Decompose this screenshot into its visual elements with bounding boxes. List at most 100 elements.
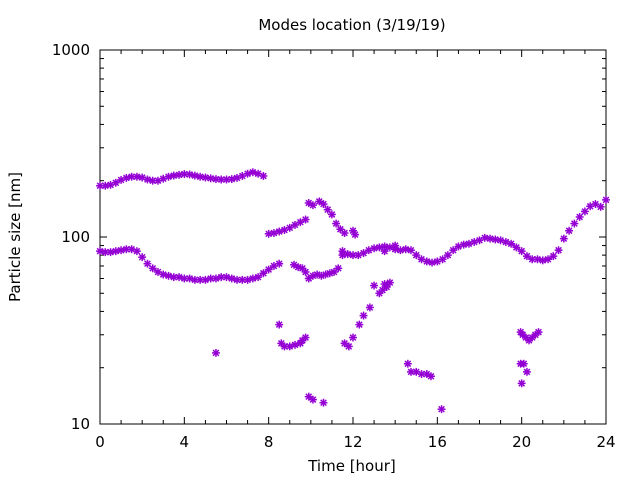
- data-point: [175, 170, 184, 179]
- data-point: [544, 255, 552, 264]
- data-point: [449, 246, 458, 255]
- data-point: [264, 229, 273, 238]
- data-point: [254, 273, 263, 282]
- data-point: [132, 247, 141, 256]
- data-point: [243, 275, 252, 284]
- data-point: [580, 207, 589, 216]
- data-point: [380, 247, 389, 256]
- data-point: [407, 367, 415, 376]
- data-point: [264, 265, 273, 274]
- data-point: [206, 174, 215, 183]
- data-point: [301, 333, 310, 342]
- data-point: [327, 210, 336, 219]
- y-axis-label: Particle size [nm]: [6, 172, 24, 302]
- data-point: [238, 275, 247, 284]
- x-tick-label: 20: [512, 433, 531, 451]
- data-point: [332, 219, 341, 228]
- x-axis-tick-labels: 0 4 8 12 16 20 24: [95, 433, 615, 451]
- data-point: [422, 257, 431, 266]
- data-point: [212, 274, 220, 283]
- data-point: [438, 255, 447, 264]
- data-point: [391, 241, 400, 250]
- data-point: [132, 172, 141, 181]
- data-point: [428, 258, 437, 267]
- data-point: [486, 234, 494, 243]
- data-point: [259, 172, 268, 180]
- x-tick-label: 4: [180, 433, 190, 451]
- data-point: [308, 201, 317, 210]
- data-point: [401, 245, 410, 254]
- data-point: [351, 230, 360, 239]
- y-axis-tick-labels: 10 100 1000: [52, 41, 90, 433]
- data-point: [534, 328, 543, 337]
- data-point: [443, 251, 452, 260]
- data-point: [248, 274, 257, 283]
- data-point: [296, 218, 305, 227]
- data-point: [175, 273, 184, 282]
- data-point: [111, 247, 120, 256]
- data-point: [323, 205, 332, 214]
- data-point: [522, 252, 531, 261]
- data-point: [528, 255, 537, 264]
- data-point: [201, 173, 210, 182]
- data-point: [315, 197, 324, 206]
- data-point: [533, 255, 542, 264]
- data-point: [143, 175, 152, 184]
- data-point: [122, 173, 131, 182]
- data-point: [164, 271, 173, 280]
- data-point: [304, 274, 313, 283]
- data-point: [559, 234, 568, 243]
- data-point: [111, 178, 120, 187]
- y-tick-label: 100: [61, 228, 90, 246]
- data-point: [185, 170, 194, 179]
- data-point: [512, 243, 521, 252]
- data-point: [143, 259, 152, 268]
- data-point: [319, 398, 328, 407]
- data-point: [517, 247, 526, 256]
- data-point: [522, 367, 531, 376]
- data-point: [591, 200, 600, 209]
- data-point: [101, 248, 110, 257]
- data-point: [354, 251, 363, 260]
- data-point: [570, 219, 579, 228]
- data-point: [507, 239, 516, 248]
- data-point: [565, 226, 574, 235]
- data-point: [190, 275, 199, 284]
- data-point: [385, 278, 394, 287]
- data-point: [370, 281, 379, 290]
- data-point: [491, 235, 500, 244]
- data-point: [154, 268, 162, 276]
- data-point: [375, 243, 384, 252]
- data-point: [340, 229, 349, 237]
- x-tick-label: 8: [264, 433, 274, 451]
- data-point: [359, 311, 368, 320]
- data-point: [554, 246, 563, 255]
- data-point: [222, 175, 231, 184]
- data-point: [301, 215, 310, 224]
- data-point: [196, 172, 205, 181]
- data-point: [349, 251, 357, 260]
- data-point: [101, 181, 110, 190]
- data-point: [233, 275, 241, 284]
- data-point: [169, 171, 178, 180]
- data-point: [407, 246, 415, 255]
- chart-title: Modes location (3/19/19): [258, 16, 445, 34]
- data-point: [201, 275, 210, 284]
- data-point: [291, 220, 299, 229]
- data-point: [459, 240, 468, 249]
- data-point: [549, 252, 558, 261]
- data-point: [308, 395, 317, 404]
- y-tick-label: 10: [71, 415, 90, 433]
- x-axis-label: Time [hour]: [307, 457, 396, 475]
- data-point: [338, 247, 347, 256]
- data-point: [185, 274, 194, 283]
- data-point: [248, 168, 257, 177]
- data-point: [190, 171, 199, 180]
- data-point: [148, 264, 157, 273]
- data-point: [243, 169, 252, 178]
- data-point: [496, 236, 505, 245]
- data-point: [602, 195, 610, 204]
- data-point: [349, 333, 357, 342]
- data-point: [217, 175, 226, 184]
